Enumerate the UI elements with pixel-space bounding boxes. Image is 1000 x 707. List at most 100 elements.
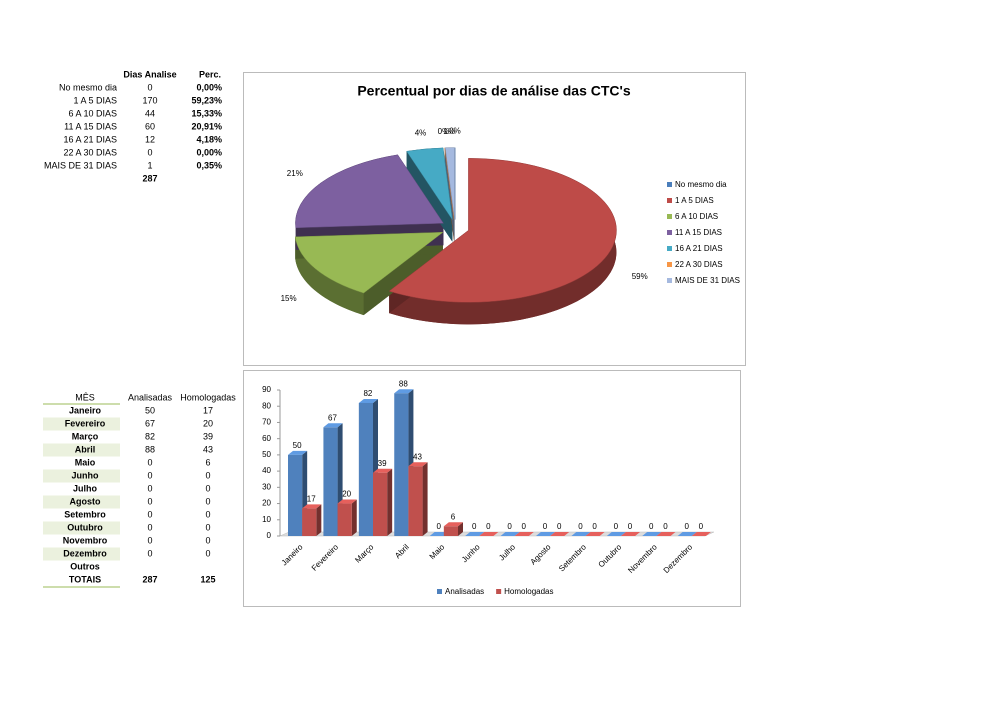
row-band (43, 469, 120, 483)
table-cell: 0 (205, 522, 210, 532)
bar-top (514, 532, 534, 536)
legend-swatch (667, 198, 672, 203)
table-header: Homologadas (180, 392, 236, 402)
table-total: 125 (200, 574, 215, 584)
row-band (43, 495, 120, 509)
y-tick-label: 10 (262, 515, 271, 524)
legend-label: 6 A 10 DIAS (675, 212, 718, 221)
table-cell: Agosto (70, 496, 101, 506)
data-label: 4% (415, 128, 427, 137)
table-header: Analisadas (128, 392, 173, 402)
legend-label: 11 A 15 DIAS (675, 228, 722, 237)
table-cell: No mesmo dia (59, 82, 117, 92)
table-cell: 0 (205, 483, 210, 493)
data-label: 50 (293, 441, 302, 450)
table-cell: 60 (145, 121, 155, 131)
bar-side (316, 504, 322, 536)
table-cell: 16 A 21 DIAS (63, 134, 117, 144)
row-band (43, 417, 120, 431)
legend-swatch (667, 182, 672, 187)
y-tick-label: 70 (262, 418, 271, 427)
pie-slice (444, 147, 455, 220)
data-label: 1% (443, 127, 455, 136)
table-cell: MAIS DE 31 DIAS (44, 160, 117, 170)
y-tick-label: 50 (262, 450, 271, 459)
bar (408, 466, 423, 536)
data-label: 20 (342, 490, 351, 499)
table-cell: 0 (147, 483, 152, 493)
bar-side (422, 462, 428, 536)
bar-top (691, 532, 711, 536)
legend-label: Analisadas (445, 587, 484, 596)
data-label: 0% (438, 127, 450, 136)
data-label: 0 (507, 522, 512, 531)
bar-side (387, 468, 393, 536)
data-label: 0 (684, 522, 689, 531)
table-cell: 12 (145, 134, 155, 144)
bar-top (620, 532, 641, 536)
table-header: Dias Analise (123, 69, 176, 79)
bar-top (535, 532, 556, 536)
data-label: 0 (649, 522, 654, 531)
bar-top (337, 499, 357, 504)
table-cell: 0 (205, 470, 210, 480)
table-cell: 82 (145, 431, 155, 441)
data-label: 0 (663, 522, 668, 531)
pie-slice (406, 147, 453, 220)
table-cell: 0,00% (196, 82, 222, 92)
bar (323, 427, 338, 536)
legend-swatch (496, 589, 502, 594)
table-cell: Março (72, 431, 99, 441)
table-cell: Dezembro (63, 548, 107, 558)
data-label: 67 (328, 413, 337, 422)
bar-top (408, 462, 428, 467)
data-label: 15% (281, 294, 297, 303)
table-cell: 20,91% (191, 121, 222, 131)
table-cell: 0 (147, 522, 152, 532)
table-total: 287 (142, 574, 157, 584)
table-cell: 0 (205, 496, 210, 506)
bar-top (642, 532, 662, 536)
data-label: 0 (522, 522, 527, 531)
table-cell: Maio (75, 457, 96, 467)
pie-slice-wall (295, 236, 364, 316)
table-cell: 17 (203, 405, 213, 415)
table-cell: Fevereiro (65, 418, 106, 428)
table-cell: 44 (145, 108, 155, 118)
data-label: 0 (592, 522, 597, 531)
bar (394, 393, 409, 536)
y-tick-label: 0 (267, 531, 272, 540)
table-cell: 0 (147, 509, 152, 519)
table-total: TOTAIS (69, 574, 101, 584)
bar-top (288, 450, 308, 455)
y-tick-label: 80 (262, 401, 271, 410)
y-tick-label: 90 (262, 385, 271, 394)
data-label: 88 (399, 379, 408, 388)
legend-label: 16 A 21 DIAS (675, 244, 723, 253)
table-cell: 50 (145, 405, 155, 415)
table-cell: 0 (205, 535, 210, 545)
pie-title: Percentual por dias de análise das CTC's (357, 83, 631, 99)
legend-swatch (667, 214, 672, 219)
table-cell: Junho (72, 470, 99, 480)
table-cell: Abril (75, 444, 96, 454)
table-cell: 0 (147, 82, 152, 92)
legend-swatch (667, 230, 672, 235)
table-cell: 0 (147, 535, 152, 545)
bar-top (550, 532, 570, 536)
pie-slice (294, 232, 444, 294)
bar-top (302, 504, 322, 509)
table-cell: Outros (70, 561, 100, 571)
data-label: 0% (449, 127, 461, 136)
bar (443, 526, 458, 536)
bar-top (323, 423, 343, 428)
data-label: 59% (632, 272, 648, 281)
data-label: 0 (578, 522, 583, 531)
table-cell: 0 (147, 457, 152, 467)
row-band (43, 547, 120, 561)
legend-swatch (667, 262, 672, 267)
pie-slice (444, 147, 455, 220)
y-tick-label: 20 (262, 499, 271, 508)
bar-side (458, 522, 463, 536)
